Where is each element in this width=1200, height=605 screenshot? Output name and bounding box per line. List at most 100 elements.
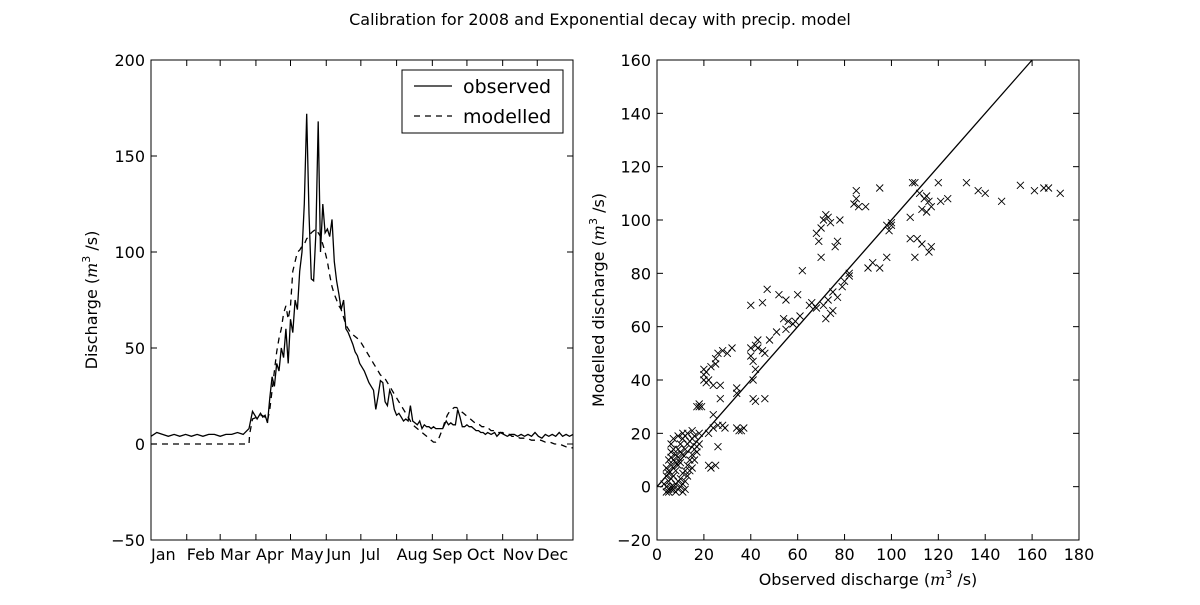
- scatter-point: [709, 410, 718, 419]
- series-line-modelled: [151, 228, 573, 449]
- scatter-point: [875, 184, 884, 192]
- scatter-point: [812, 229, 821, 238]
- scatter-point: [840, 277, 849, 286]
- figure-title: Calibration for 2008 and Exponential dec…: [349, 10, 851, 29]
- scatter-point: [681, 445, 689, 454]
- y-tick-label: 0: [135, 435, 145, 454]
- scatter-point: [765, 336, 774, 344]
- y-tick-label: 100: [114, 243, 145, 262]
- scatter-point: [683, 461, 692, 470]
- scatter-point: [683, 472, 692, 480]
- scatter-point: [683, 429, 692, 438]
- scatter-point: [690, 456, 699, 464]
- scatter-point: [761, 349, 769, 358]
- scatter-point: [688, 464, 696, 472]
- scatter-point: [845, 272, 854, 280]
- scatter-y-axis-label: Modelled discharge (m3 /s): [587, 193, 608, 407]
- scatter-point: [819, 216, 828, 224]
- scatter-point: [1044, 184, 1053, 192]
- scatter-point: [735, 426, 743, 435]
- scatter-point: [697, 402, 706, 411]
- scatter-point: [676, 448, 685, 456]
- scatter-point: [662, 464, 671, 472]
- scatter-point: [749, 376, 757, 384]
- scatter-point: [782, 296, 790, 304]
- scatter-point: [707, 464, 715, 472]
- scatter-point: [875, 264, 884, 272]
- scatter-point: [962, 178, 971, 187]
- scatter-point: [807, 298, 816, 307]
- scatter-point: [695, 402, 704, 411]
- x-tick-label: Mar: [220, 545, 251, 564]
- legend-observed-label: observed: [463, 76, 551, 98]
- scatter-point: [833, 237, 842, 246]
- x-tick-label: 120: [923, 545, 954, 564]
- scatter-point: [732, 389, 741, 398]
- scatter-point: [772, 328, 781, 336]
- scatter-point: [711, 360, 720, 368]
- scatter-point: [709, 381, 718, 390]
- y-tick-label: 160: [620, 51, 651, 70]
- scatter-point: [826, 218, 835, 227]
- scatter-point: [704, 376, 713, 384]
- hydrograph-axes-frame: [150, 59, 574, 541]
- scatter-point: [695, 440, 704, 448]
- x-tick-label: Nov: [503, 545, 534, 564]
- scatter-point: [671, 458, 680, 467]
- x-tick-label: 160: [1017, 545, 1048, 564]
- scatter-point: [798, 266, 807, 275]
- scatter-point: [676, 440, 685, 448]
- scatter-point: [714, 442, 722, 451]
- y-tick-label: 120: [620, 158, 651, 177]
- scatter-point: [704, 429, 713, 438]
- scatter-point: [918, 205, 926, 214]
- scatter-point: [974, 186, 983, 195]
- series-line-observed: [150, 113, 574, 440]
- legend-frame: [401, 69, 564, 134]
- scatter-point: [662, 472, 671, 480]
- scatter-point: [887, 218, 896, 227]
- scatter-y-ticks: −20 0 20 40 60 80 100 120 140 160: [617, 51, 1079, 550]
- scatter-point: [922, 208, 931, 216]
- y-tick-label: 40: [631, 371, 651, 390]
- scatter-point: [688, 426, 696, 435]
- x-tick-label: Dec: [537, 545, 568, 564]
- scatter-point: [911, 253, 919, 262]
- hydrograph-series-layer: [150, 113, 574, 449]
- scatter-point: [1016, 181, 1025, 190]
- scatter-point: [718, 346, 727, 355]
- scatter-point: [882, 253, 891, 262]
- scatter-point: [711, 461, 720, 470]
- scatter-point: [997, 197, 1006, 206]
- x-tick-label: Oct: [467, 545, 495, 564]
- y-tick-label: 200: [114, 51, 145, 70]
- scatter-point: [714, 349, 722, 358]
- scatter-point: [864, 264, 872, 272]
- scatter-point: [918, 240, 926, 248]
- hydrograph-y-ticks: −50 0 50 100 150 200: [111, 51, 573, 550]
- scatter-point: [749, 357, 757, 366]
- scatter-point: [791, 317, 800, 326]
- scatter-point: [936, 197, 945, 206]
- y-tick-label: 60: [631, 318, 651, 337]
- scatter-x-ticks: 0 20 40 60 80 100 120 140 160 180: [652, 60, 1094, 564]
- hydrograph-y-axis-label: Discharge (m3 /s): [80, 231, 101, 370]
- scatter-point: [753, 336, 762, 344]
- scatter-point: [915, 189, 924, 198]
- x-tick-label: 60: [787, 545, 807, 564]
- y-tick-label: 50: [125, 339, 145, 358]
- x-tick-label: Feb: [187, 545, 215, 564]
- scatter-point: [913, 234, 922, 243]
- scatter-point: [911, 178, 919, 187]
- scatter-point: [796, 312, 804, 320]
- scatter-point: [845, 269, 854, 278]
- scatter-point: [674, 453, 682, 462]
- scatter-point: [852, 194, 861, 203]
- x-tick-label: Aug: [397, 545, 428, 564]
- y-tick-label: 80: [631, 264, 651, 283]
- scatter-point: [664, 456, 673, 464]
- y-tick-label: −50: [111, 531, 145, 550]
- scatter-point: [838, 282, 847, 291]
- x-tick-label: May: [291, 545, 324, 564]
